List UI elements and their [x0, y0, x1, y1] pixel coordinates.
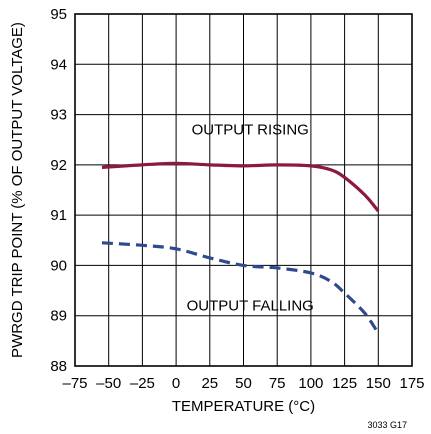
x-tick-label: 125: [332, 375, 357, 392]
y-tick-label: 92: [50, 157, 67, 174]
series-line-output-falling: [101, 241, 380, 335]
y-tick-label: 95: [50, 6, 67, 23]
annotations: OUTPUT RISING OUTPUT FALLING: [187, 122, 314, 315]
y-tick-labels: 88 89 90 91 92 93 94 95: [50, 6, 67, 375]
series-label-output-rising: OUTPUT RISING: [192, 122, 309, 139]
x-tick-label: 75: [269, 375, 286, 392]
y-tick-label: 94: [50, 56, 67, 73]
x-tick-label: –25: [130, 375, 155, 392]
y-tick-label: 93: [50, 107, 67, 124]
plot-frame: [74, 13, 413, 367]
series-label-output-falling: OUTPUT FALLING: [187, 298, 314, 315]
x-axis-title: TEMPERATURE (°C): [172, 398, 315, 415]
x-tick-labels: –75 –50 –25 0 25 50 75 100 125 150 175: [62, 375, 424, 392]
x-tick-label: 100: [298, 375, 323, 392]
series-layer: [101, 161, 380, 335]
y-tick-label: 90: [50, 257, 67, 274]
x-tick-label: 0: [172, 375, 180, 392]
x-tick-label: 25: [201, 375, 218, 392]
x-tick-label: 175: [399, 375, 424, 392]
y-tick-label: 91: [50, 207, 67, 224]
x-tick-label: –75: [62, 375, 87, 392]
x-tick-label: 50: [235, 375, 252, 392]
x-tick-label: –50: [96, 375, 121, 392]
series-line-output-rising: [101, 161, 380, 213]
y-tick-label: 88: [50, 358, 67, 375]
figure-code: 3033 G17: [367, 420, 407, 430]
y-axis-title: PWRGD TRIP POINT (% OF OUTPUT VOLTAGE): [9, 22, 26, 358]
x-tick-label: 150: [366, 375, 391, 392]
y-tick-label: 89: [50, 308, 67, 325]
